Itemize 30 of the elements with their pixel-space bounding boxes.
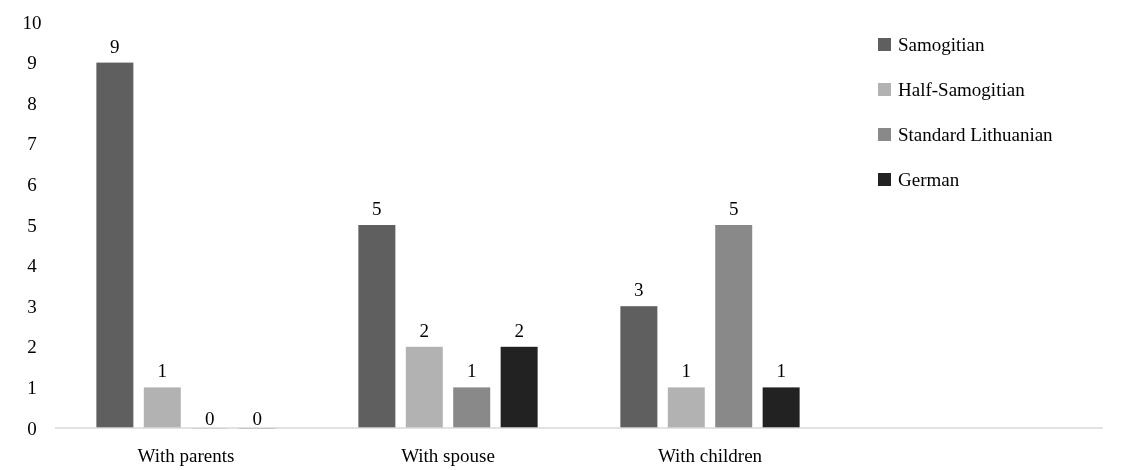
data-label: 5 <box>728 198 739 219</box>
y-tick-label: 9 <box>27 52 37 74</box>
data-label: 1 <box>776 360 786 382</box>
y-tick-label: 8 <box>27 92 37 114</box>
y-tick-label: 0 <box>27 417 37 439</box>
data-label: 1 <box>466 360 477 382</box>
legend-label: Samogitian <box>898 33 986 55</box>
data-label: 9 <box>110 35 120 57</box>
y-tick-label: 4 <box>27 255 38 277</box>
data-label: 1 <box>681 360 692 382</box>
y-tick-label: 5 <box>27 214 37 236</box>
x-tick-label: With spouse <box>401 445 495 466</box>
data-label: 3 <box>634 279 644 301</box>
data-label: 0 <box>204 408 215 429</box>
y-tick-label: 6 <box>27 174 37 196</box>
legend-label: Standard Lithuanian <box>898 123 1054 145</box>
data-label: 2 <box>419 319 430 341</box>
y-tick-label: 2 <box>27 336 37 358</box>
y-tick-label: 3 <box>27 295 37 317</box>
data-label: 5 <box>372 198 382 219</box>
data-label: 2 <box>514 319 524 341</box>
data-label: 1 <box>157 360 168 382</box>
x-tick-label: With parents <box>137 445 235 466</box>
legend-label: German <box>898 168 960 190</box>
y-tick-label: 7 <box>27 133 37 155</box>
y-tick-label: 1 <box>27 377 37 399</box>
legend-label: Half-Samogitian <box>898 78 1026 100</box>
y-tick-label: 10 <box>22 11 42 33</box>
x-tick-label: With children <box>657 445 763 466</box>
data-label: 0 <box>252 408 262 429</box>
